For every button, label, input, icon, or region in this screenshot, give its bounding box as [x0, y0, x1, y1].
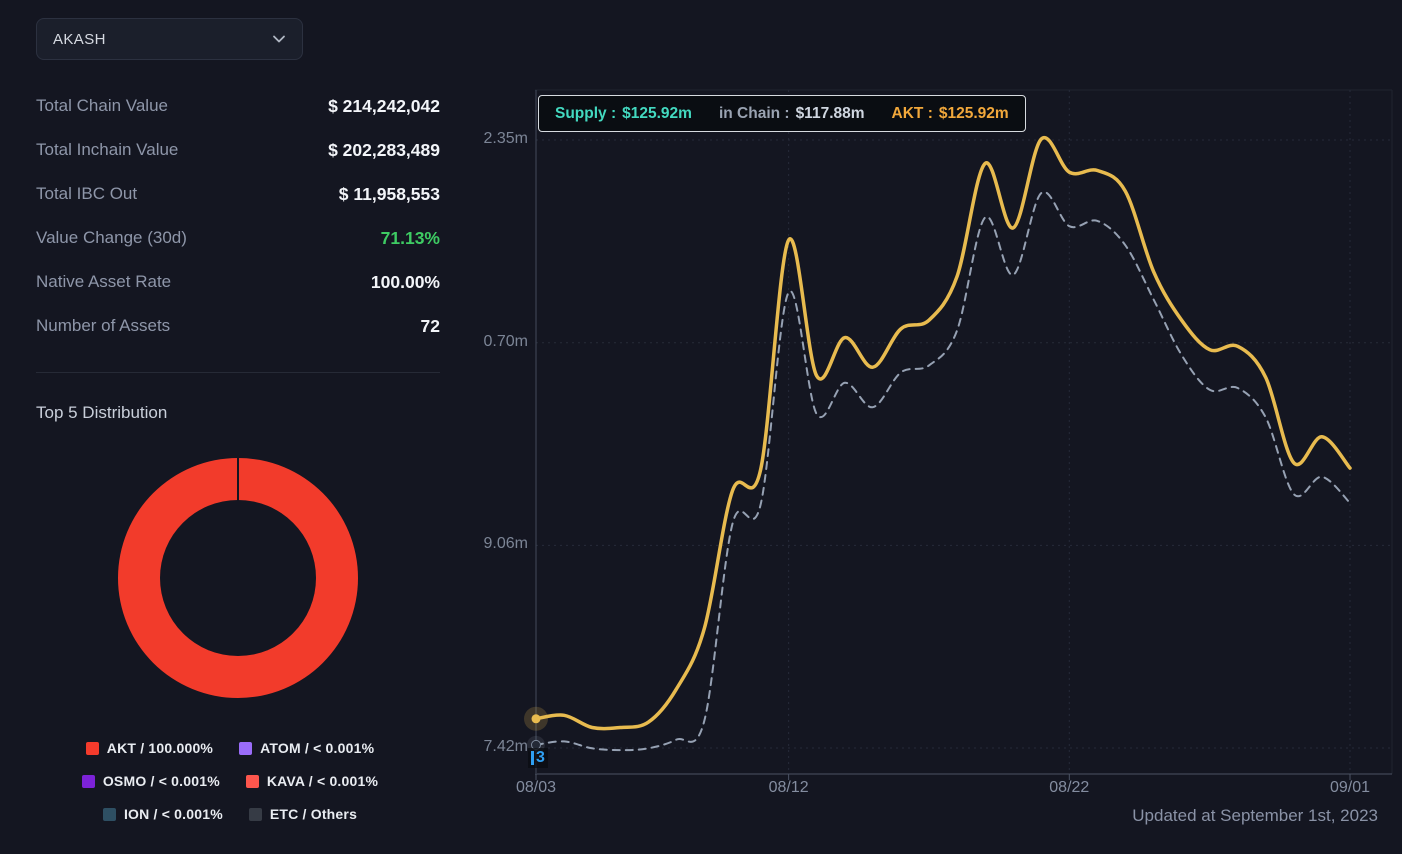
stat-value: $ 11,958,553: [338, 183, 440, 204]
stat-label: Total IBC Out: [36, 184, 138, 203]
legend-swatch: [248, 807, 262, 821]
donut-slice-divider: [237, 458, 239, 501]
y-axis-tick-label: 0.70m: [483, 332, 528, 350]
legend-item-osmo[interactable]: OSMO / < 0.001%: [81, 773, 220, 789]
legend-item-atom[interactable]: ATOM / < 0.001%: [239, 740, 374, 756]
stat-row-total-inchain-value: Total Inchain Value $ 202,283,489: [36, 128, 440, 172]
distribution-title: Top 5 Distribution: [36, 403, 168, 422]
updated-timestamp: Updated at September 1st, 2023: [1132, 806, 1378, 825]
stat-row-total-ibc-out: Total IBC Out $ 11,958,553: [36, 172, 440, 216]
chart-tooltip: Supply : $125.92m in Chain : $117.88m AK…: [538, 95, 1026, 132]
tooltip-label: Supply :: [555, 104, 617, 122]
x-axis-tick-label: 09/01: [1329, 779, 1371, 796]
stat-label: Value Change (30d): [36, 228, 187, 247]
legend-swatch: [81, 774, 95, 788]
tooltip-label: AKT :: [891, 104, 933, 122]
legend-label: OSMO / < 0.001%: [102, 773, 220, 789]
tooltip-value: $125.92m: [622, 104, 692, 122]
legend-item-akt[interactable]: AKT / 100.000%: [85, 740, 214, 756]
chain-stats-list: Total Chain Value $ 214,242,042 Total In…: [36, 84, 440, 348]
stat-row-total-chain-value: Total Chain Value $ 214,242,042: [36, 84, 440, 128]
x-axis-pointer-label: 3: [528, 748, 548, 768]
stat-row-number-of-assets: Number of Assets 72: [36, 304, 440, 348]
y-axis-tick-label: 9.06m: [483, 535, 528, 553]
legend-row: AKT / 100.000% ATOM / < 0.001%: [0, 740, 460, 756]
stat-value-positive: 71.13%: [380, 227, 440, 248]
pointer-text: 3: [536, 749, 545, 766]
legend-row: ION / < 0.001% ETC / Others: [0, 806, 460, 822]
series-line-supply-akt: [534, 135, 1352, 731]
stat-label: Number of Assets: [36, 316, 171, 335]
y-axis-tick-label: 7.42m: [483, 738, 528, 755]
stat-value: 100.00%: [370, 271, 440, 292]
legend-swatch: [239, 741, 253, 755]
tooltip-item-akt: AKT : $125.92m: [892, 105, 1009, 123]
tooltip-value: $125.92m: [938, 104, 1009, 122]
stat-value: $ 214,242,042: [328, 95, 440, 116]
legend-swatch: [245, 774, 259, 788]
legend-row: OSMO / < 0.001% KAVA / < 0.001%: [0, 773, 460, 789]
clipped-digit: [531, 751, 534, 765]
chevron-down-icon: [273, 35, 285, 43]
donut-hole: [160, 500, 316, 656]
legend-label: ION / < 0.001%: [123, 806, 223, 822]
legend-label: KAVA / < 0.001%: [266, 773, 379, 789]
legend-label: AKT / 100.000%: [106, 740, 214, 756]
distribution-legend: AKT / 100.000% ATOM / < 0.001% OSMO / < …: [0, 740, 460, 822]
chain-select-value: AKASH: [53, 30, 106, 48]
supply-chart-panel: Supply : $125.92m in Chain : $117.88m AK…: [460, 0, 1402, 854]
stat-label: Total Chain Value: [36, 96, 168, 115]
hover-dot-supply: [531, 714, 541, 724]
tooltip-item-supply: Supply : $125.92m: [555, 105, 692, 123]
stat-row-value-change-30d: Value Change (30d) 71.13%: [36, 216, 440, 260]
legend-swatch: [85, 741, 99, 755]
x-axis-tick-label: 08/22: [1049, 779, 1090, 796]
stat-value: 72: [420, 315, 440, 336]
summary-panel: AKASH Total Chain Value $ 214,242,042 To…: [0, 0, 460, 854]
chain-select-dropdown[interactable]: AKASH: [36, 18, 303, 60]
legend-label: ETC / Others: [269, 806, 358, 822]
legend-swatch: [102, 807, 116, 821]
tooltip-value: $117.88m: [795, 104, 865, 122]
y-axis-tick-label: 2.35m: [483, 130, 528, 147]
tooltip-label: in Chain :: [718, 104, 790, 122]
legend-item-etc[interactable]: ETC / Others: [248, 806, 358, 822]
stat-row-native-asset-rate: Native Asset Rate 100.00%: [36, 260, 440, 304]
stat-value: $ 202,283,489: [328, 139, 440, 160]
legend-item-ion[interactable]: ION / < 0.001%: [102, 806, 223, 822]
stat-label: Native Asset Rate: [36, 272, 172, 291]
stat-label: Total Inchain Value: [36, 140, 179, 159]
legend-item-kava[interactable]: KAVA / < 0.001%: [245, 773, 379, 789]
distribution-donut-chart[interactable]: [118, 458, 358, 698]
tooltip-item-in-chain: in Chain : $117.88m: [719, 105, 865, 123]
legend-label: ATOM / < 0.001%: [260, 740, 375, 756]
x-axis-tick-label: 08/12: [768, 779, 809, 796]
series-line-in-chain: [535, 191, 1351, 752]
section-divider: [36, 372, 440, 373]
x-axis-tick-label: 08/03: [515, 779, 557, 796]
line-chart-canvas[interactable]: [460, 0, 1402, 854]
